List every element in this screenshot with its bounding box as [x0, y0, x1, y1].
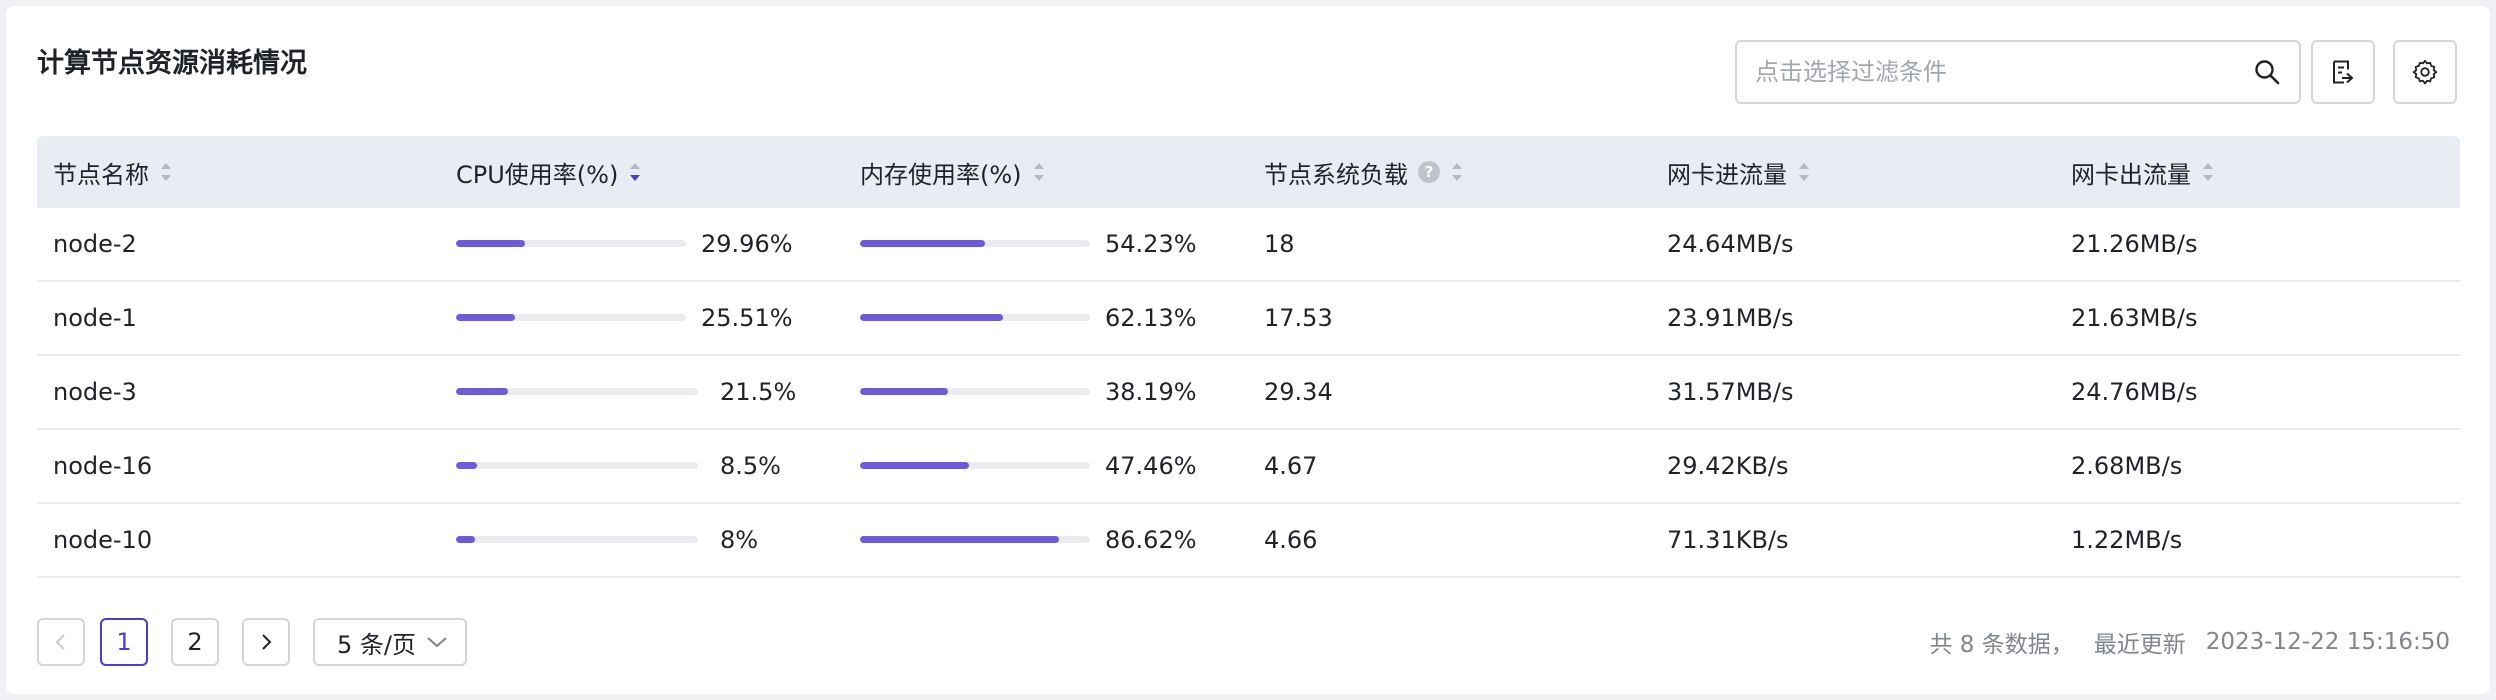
- cpu-usage-value: 8%: [720, 526, 759, 554]
- cpu-progress-fill: [456, 462, 477, 469]
- net-in-value: 23.91MB/s: [1667, 304, 1794, 332]
- net-in-value: 24.64MB/s: [1667, 230, 1794, 258]
- cpu-progress-fill: [456, 388, 509, 395]
- node-name: node-16: [53, 452, 153, 480]
- table-footer-info: 共 8 条数据， 最近更新 2023-12-22 15:16:50: [1929, 618, 2450, 666]
- cpu-usage-value: 21.5%: [720, 378, 797, 406]
- net-out-value: 24.76MB/s: [2071, 378, 2198, 406]
- net-in-value: 31.57MB/s: [1667, 378, 1794, 406]
- page-button-1[interactable]: 1: [100, 618, 148, 666]
- cpu-progress-bar: [456, 536, 698, 543]
- mem-usage-value: 86.62%: [1105, 526, 1197, 554]
- sort-icon[interactable]: [1450, 159, 1464, 185]
- column-label: 网卡进流量: [1667, 160, 1787, 189]
- cpu-usage-value: 8.5%: [720, 452, 781, 480]
- page-title: 计算节点资源消耗情况: [37, 48, 307, 79]
- net-out-value: 2.68MB/s: [2071, 452, 2183, 480]
- cpu-progress-bar: [456, 240, 686, 247]
- sort-descending-icon[interactable]: [628, 159, 642, 185]
- node-name: node-3: [53, 378, 137, 406]
- mem-usage-value: 38.19%: [1105, 378, 1197, 406]
- prev-page-button[interactable]: [37, 618, 85, 666]
- export-button[interactable]: [2311, 40, 2375, 104]
- sort-icon[interactable]: [2201, 159, 2215, 185]
- mem-usage-value: 54.23%: [1105, 230, 1197, 258]
- help-icon[interactable]: ?: [1418, 161, 1440, 183]
- column-header-load[interactable]: 节点系统负载 ?: [1264, 136, 1464, 208]
- filter-search-box[interactable]: [1735, 40, 2301, 104]
- cpu-progress-fill: [456, 314, 515, 321]
- column-header-mem[interactable]: 内存使用率(%): [860, 136, 1046, 208]
- cpu-progress-fill: [456, 536, 476, 543]
- cpu-progress-fill: [456, 240, 525, 247]
- mem-usage-value: 47.46%: [1105, 452, 1197, 480]
- column-label: 网卡出流量: [2071, 160, 2191, 189]
- page-size-value: 5 条/页: [337, 630, 416, 659]
- resource-card: 计算节点资源消耗情况 节点名称 CPU: [6, 6, 2490, 694]
- column-label: 节点系统负载: [1264, 160, 1408, 189]
- next-page-button[interactable]: [242, 618, 290, 666]
- table-row[interactable]: node-2 29.96% 54.23% 18 24.64MB/s 21.26M…: [37, 208, 2460, 282]
- system-load-value: 18: [1264, 230, 1295, 258]
- node-name: node-1: [53, 304, 137, 332]
- system-load-value: 4.67: [1264, 452, 1318, 480]
- cpu-usage-value: 29.96%: [701, 230, 793, 258]
- net-in-value: 71.31KB/s: [1667, 526, 1789, 554]
- node-resource-table: 节点名称 CPU使用率(%) 内存使用率(%) 节点系统负载 ? 网卡进流量: [37, 136, 2460, 578]
- last-updated-time: 2023-12-22 15:16:50: [2205, 629, 2450, 655]
- column-label: 内存使用率(%): [860, 160, 1022, 189]
- chevron-down-icon: [427, 637, 447, 648]
- cpu-progress-bar: [456, 462, 698, 469]
- filter-search-input[interactable]: [1755, 42, 2235, 102]
- mem-progress-fill: [860, 240, 985, 247]
- system-load-value: 17.53: [1264, 304, 1333, 332]
- table-header: 节点名称 CPU使用率(%) 内存使用率(%) 节点系统负载 ? 网卡进流量: [37, 136, 2460, 208]
- table-row[interactable]: node-10 8% 86.62% 4.66 71.31KB/s 1.22MB/…: [37, 504, 2460, 578]
- mem-progress-bar: [860, 388, 1090, 395]
- column-header-node[interactable]: 节点名称: [53, 136, 173, 208]
- mem-progress-bar: [860, 462, 1090, 469]
- mem-progress-bar: [860, 240, 1090, 247]
- page-button-2[interactable]: 2: [171, 618, 219, 666]
- sort-icon[interactable]: [1797, 159, 1811, 185]
- mem-progress-fill: [860, 314, 1003, 321]
- chevron-right-icon: [262, 634, 272, 650]
- page-size-select[interactable]: 5 条/页: [313, 618, 467, 666]
- sort-icon[interactable]: [159, 159, 173, 185]
- column-label: 节点名称: [53, 160, 149, 189]
- table-row[interactable]: node-16 8.5% 47.46% 4.67 29.42KB/s 2.68M…: [37, 430, 2460, 504]
- cpu-progress-bar: [456, 388, 698, 395]
- column-label: CPU使用率(%): [456, 160, 619, 189]
- system-load-value: 4.66: [1264, 526, 1318, 554]
- mem-progress-fill: [860, 462, 970, 469]
- net-out-value: 1.22MB/s: [2071, 526, 2183, 554]
- search-icon[interactable]: [2253, 58, 2281, 86]
- export-icon: [2333, 60, 2354, 84]
- net-out-value: 21.26MB/s: [2071, 230, 2198, 258]
- column-header-cpu[interactable]: CPU使用率(%): [456, 136, 642, 208]
- net-out-value: 21.63MB/s: [2071, 304, 2198, 332]
- table-row[interactable]: node-1 25.51% 62.13% 17.53 23.91MB/s 21.…: [37, 282, 2460, 356]
- table-row[interactable]: node-3 21.5% 38.19% 29.34 31.57MB/s 24.7…: [37, 356, 2460, 430]
- node-name: node-2: [53, 230, 137, 258]
- system-load-value: 29.34: [1264, 378, 1333, 406]
- total-count: 共 8 条数据，: [1929, 632, 2074, 658]
- node-name: node-10: [53, 526, 153, 554]
- mem-usage-value: 62.13%: [1105, 304, 1197, 332]
- mem-progress-fill: [860, 388, 948, 395]
- settings-button[interactable]: [2393, 40, 2457, 104]
- chevron-left-icon: [55, 634, 65, 650]
- column-header-net-in[interactable]: 网卡进流量: [1667, 136, 1811, 208]
- mem-progress-fill: [860, 536, 1060, 543]
- gear-icon: [2412, 59, 2438, 85]
- mem-progress-bar: [860, 314, 1090, 321]
- net-in-value: 29.42KB/s: [1667, 452, 1789, 480]
- cpu-progress-bar: [456, 314, 686, 321]
- last-updated-label: 最近更新: [2093, 632, 2186, 658]
- mem-progress-bar: [860, 536, 1090, 543]
- column-header-net-out[interactable]: 网卡出流量: [2071, 136, 2215, 208]
- sort-icon[interactable]: [1032, 159, 1046, 185]
- cpu-usage-value: 25.51%: [701, 304, 793, 332]
